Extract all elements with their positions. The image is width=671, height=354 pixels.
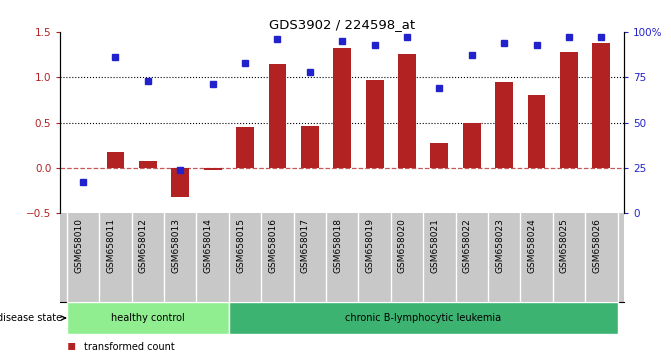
Text: GSM658024: GSM658024 — [527, 218, 537, 273]
Bar — [236, 127, 254, 168]
Text: disease state: disease state — [0, 313, 66, 323]
Bar — [527, 95, 546, 168]
Text: GSM658018: GSM658018 — [333, 218, 342, 273]
Bar — [67, 302, 229, 333]
Bar — [431, 143, 448, 168]
Bar — [301, 126, 319, 168]
Text: GSM658019: GSM658019 — [366, 218, 374, 273]
Text: GSM658010: GSM658010 — [74, 218, 83, 273]
Text: GSM658025: GSM658025 — [560, 218, 569, 273]
Text: GSM658021: GSM658021 — [430, 218, 440, 273]
Title: GDS3902 / 224598_at: GDS3902 / 224598_at — [269, 18, 415, 31]
Bar — [366, 80, 384, 168]
Text: GSM658014: GSM658014 — [203, 218, 213, 273]
Bar — [560, 52, 578, 168]
Text: GSM658020: GSM658020 — [398, 218, 407, 273]
Text: GSM658017: GSM658017 — [301, 218, 310, 273]
Bar — [495, 82, 513, 168]
Bar — [333, 48, 351, 168]
Text: chronic B-lymphocytic leukemia: chronic B-lymphocytic leukemia — [345, 313, 501, 323]
Bar — [592, 43, 610, 168]
Text: GSM658015: GSM658015 — [236, 218, 245, 273]
Bar — [204, 168, 221, 170]
Text: GSM658023: GSM658023 — [495, 218, 504, 273]
Bar — [139, 161, 157, 168]
Text: ▪: ▪ — [67, 350, 76, 354]
Bar — [171, 168, 189, 197]
Text: GSM658022: GSM658022 — [463, 218, 472, 273]
Text: GSM658026: GSM658026 — [592, 218, 601, 273]
Text: healthy control: healthy control — [111, 313, 185, 323]
Text: ▪: ▪ — [67, 338, 76, 352]
Text: GSM658013: GSM658013 — [171, 218, 180, 273]
Bar — [229, 302, 617, 333]
Bar — [268, 64, 287, 168]
Bar — [463, 122, 480, 168]
Bar — [398, 54, 416, 168]
Bar — [107, 152, 124, 168]
Text: GSM658011: GSM658011 — [107, 218, 115, 273]
Text: transformed count: transformed count — [84, 342, 174, 352]
Text: GSM658012: GSM658012 — [139, 218, 148, 273]
Text: GSM658016: GSM658016 — [268, 218, 277, 273]
